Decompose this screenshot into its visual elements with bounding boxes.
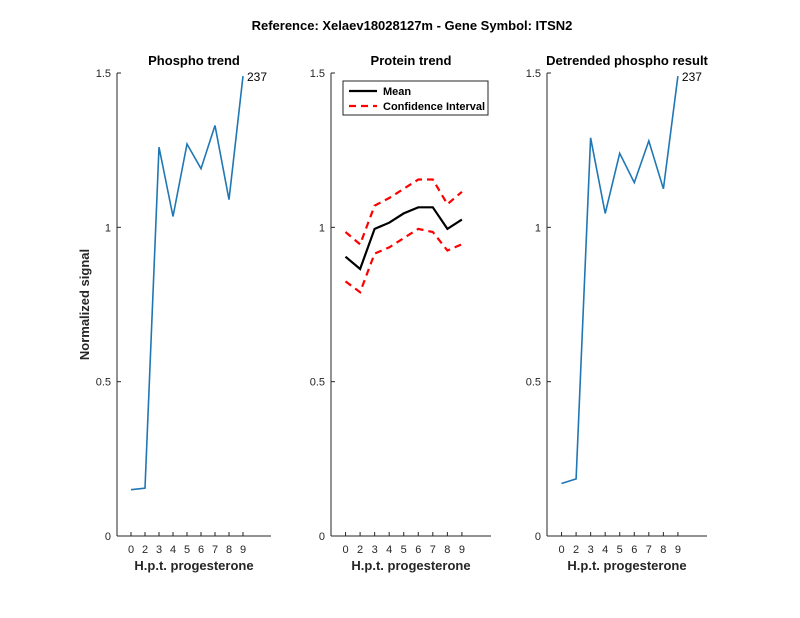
panel-1-y-tick-label: 1.5 (96, 68, 111, 80)
panel-3-x-tick-label: 6 (631, 544, 637, 556)
panel-1-y-tick-label: 0.5 (96, 377, 111, 389)
panel-3-x-tick-label: 9 (675, 544, 681, 556)
panel-1-x-tick-label: 2 (142, 544, 148, 556)
panel-3-y-tick-label: 1.5 (526, 68, 541, 80)
panel-3-annotation: 237 (682, 70, 702, 84)
panel-2-series-mean (344, 206, 463, 271)
panel-3-x-tick-label: 7 (646, 544, 652, 556)
panel-3-x-tick-label: 3 (588, 544, 594, 556)
panel-2-x-tick-label: 9 (459, 544, 465, 556)
panel-2-x-tick-label: 3 (372, 544, 378, 556)
panel-3-x-axis-label: H.p.t. progesterone (567, 558, 686, 573)
panel-2-y-tick-label: 1.5 (310, 68, 325, 80)
panel-3-x-tick-label: 0 (558, 544, 564, 556)
panel-1-annotation: 237 (247, 70, 267, 84)
panel-2-x-tick-label: 2 (357, 544, 363, 556)
panel-2-x-tick-label: 5 (401, 544, 407, 556)
panel-3-y-tick-label: 1 (535, 222, 541, 234)
panel-1-x-tick-label: 7 (212, 544, 218, 556)
panel-2-x-tick-label: 6 (415, 544, 421, 556)
panel-3-x-tick-label: 8 (660, 544, 666, 556)
panel-2-x-axis-label: H.p.t. progesterone (351, 558, 470, 573)
panel-3-x-tick-label: 2 (573, 544, 579, 556)
panel-3-x-tick-label: 4 (602, 544, 608, 556)
panel-1-title: Phospho trend (148, 53, 240, 68)
panel-2-legend-label-1: Mean (383, 86, 411, 98)
panel-3-series-1 (561, 75, 679, 485)
panel-2-legend-box (342, 80, 489, 116)
panel-2-y-tick-label: 1 (319, 222, 325, 234)
panel-1-x-tick-label: 4 (170, 544, 176, 556)
panel-1-x-tick-label: 3 (156, 544, 162, 556)
panel-1-series-1 (130, 76, 244, 491)
panel-3-y-tick-label: 0 (535, 531, 541, 543)
panel-1-y-axis-label: Normalized signal (77, 249, 92, 360)
panel-1-x-axis-label: H.p.t. progesterone (134, 558, 253, 573)
panel-3-y-tick-label: 0.5 (526, 377, 541, 389)
panel-2-series-confidence-interval (344, 178, 463, 247)
panel-2-y-tick-label: 0.5 (310, 377, 325, 389)
panel-2-x-tick-label: 8 (444, 544, 450, 556)
panel-2-x-tick-label: 4 (386, 544, 392, 556)
panel-1-x-tick-label: 5 (184, 544, 190, 556)
panel-2-legend-label-2: Confidence Interval (383, 101, 485, 113)
panel-1-x-tick-label: 0 (128, 544, 134, 556)
panel-1-x-tick-label: 6 (198, 544, 204, 556)
panel-3-x-tick-label: 5 (617, 544, 623, 556)
panel-3-title: Detrended phospho result (546, 53, 708, 68)
panel-1-x-tick-label: 9 (240, 544, 246, 556)
panel-1-y-tick-label: 0 (105, 531, 111, 543)
panel-1-y-tick-label: 1 (105, 222, 111, 234)
panel-2-title: Protein trend (371, 53, 452, 68)
panel-2-x-tick-label: 7 (430, 544, 436, 556)
panel-2-x-tick-label: 0 (342, 544, 348, 556)
panel-1-x-tick-label: 8 (226, 544, 232, 556)
figure-title: Reference: Xelaev18028127m - Gene Symbol… (252, 18, 573, 33)
panel-2-y-tick-label: 0 (319, 531, 325, 543)
